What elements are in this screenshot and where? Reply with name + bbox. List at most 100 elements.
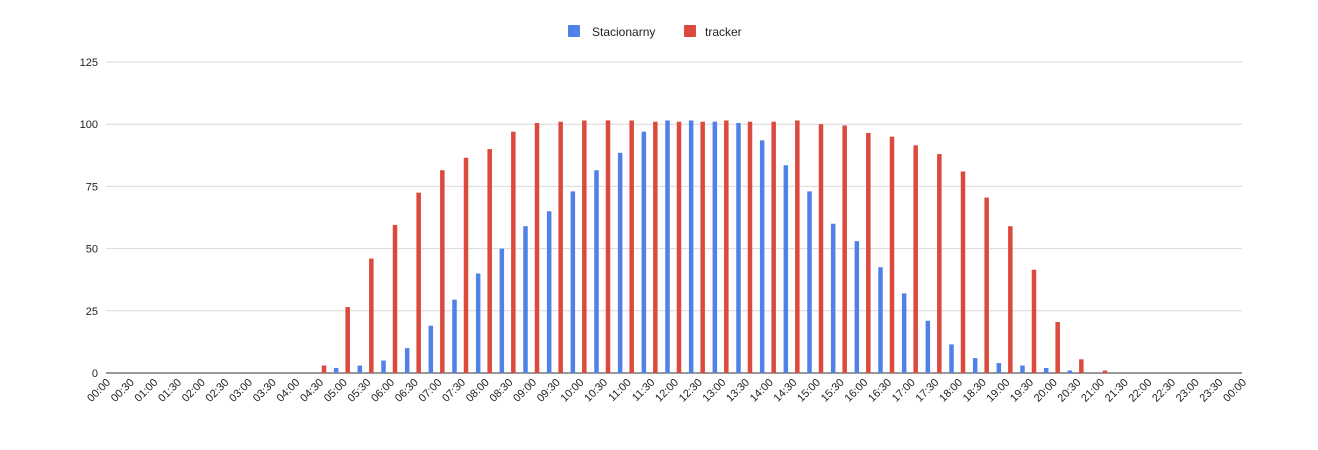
x-tick-label: 01:00 <box>133 377 161 405</box>
bar-stacionarny-16:00 <box>854 241 860 373</box>
bar-tracker-10:00 <box>582 120 587 373</box>
bar-tracker-11:00 <box>629 120 634 373</box>
bar-tracker-15:30 <box>842 125 847 373</box>
x-tick-label: 09:00 <box>511 377 539 405</box>
x-tick-label: 22:00 <box>1127 377 1155 405</box>
x-tick-label: 11:30 <box>630 377 657 404</box>
bar-stacionarny-16:30 <box>878 267 883 373</box>
bar-stacionarny-17:30 <box>925 320 931 373</box>
legend-swatch-tracker <box>684 25 696 37</box>
bar-tracker-09:00 <box>534 122 540 374</box>
bar-stacionarny-06:00 <box>381 360 386 373</box>
bar-tracker-14:30 <box>795 120 800 373</box>
bar-tracker-14:00 <box>771 121 776 373</box>
bar-stacionarny-18:30 <box>972 358 978 373</box>
x-tick-label: 20:30 <box>1056 377 1084 405</box>
x-tick-label: 16:30 <box>866 377 894 405</box>
bar-tracker-04:30 <box>321 365 327 373</box>
y-tick-label: 100 <box>80 119 98 131</box>
bar-stacionarny-07:00 <box>428 325 434 373</box>
bar-tracker-08:30 <box>511 131 516 373</box>
bar-tracker-18:30 <box>984 197 989 373</box>
x-tick-label: 06:30 <box>393 377 421 405</box>
x-tick-label: 04:00 <box>275 377 303 405</box>
bar-tracker-05:30 <box>369 258 374 373</box>
bar-tracker-12:30 <box>700 121 705 373</box>
bar-tracker-12:00 <box>676 121 682 373</box>
bar-tracker-19:30 <box>1031 269 1037 373</box>
bar-stacionarny-17:00 <box>901 293 907 373</box>
bar-stacionarny-10:30 <box>594 170 599 373</box>
x-tick-label: 02:30 <box>204 377 232 405</box>
bar-tracker-09:30 <box>558 121 563 373</box>
x-tick-label: 17:30 <box>914 377 942 405</box>
x-tick-label: 07:00 <box>417 377 445 405</box>
x-tick-label: 17:00 <box>890 377 918 405</box>
bar-stacionarny-08:00 <box>475 273 481 373</box>
legend-label-tracker: tracker <box>705 25 742 39</box>
bar-tracker-05:00 <box>345 307 350 373</box>
bar-tracker-21:00 <box>1102 370 1108 373</box>
x-tick-label: 01:30 <box>156 377 184 405</box>
bar-tracker-10:30 <box>605 120 611 373</box>
bar-tracker-06:30 <box>416 192 421 373</box>
y-tick-label: 125 <box>80 57 98 69</box>
x-tick-label: 00:30 <box>109 377 137 405</box>
bar-stacionarny-15:00 <box>807 191 812 373</box>
y-tick-label: 25 <box>86 306 98 318</box>
bar-stacionarny-08:30 <box>499 248 505 373</box>
bar-stacionarny-19:30 <box>1020 365 1025 373</box>
bar-tracker-16:00 <box>866 132 871 373</box>
x-tick-label: 07:30 <box>440 377 468 405</box>
bar-stacionarny-06:30 <box>404 348 410 373</box>
x-tick-label: 05:30 <box>346 377 374 405</box>
bar-stacionarny-09:00 <box>523 226 528 373</box>
bar-tracker-13:00 <box>724 120 729 373</box>
x-tick-label: 05:00 <box>322 377 350 405</box>
bar-tracker-20:00 <box>1055 321 1060 373</box>
x-tick-label: 02:00 <box>180 377 208 405</box>
y-tick-label: 0 <box>92 368 98 380</box>
y-tick-label: 50 <box>86 244 98 256</box>
x-tick-label: 03:30 <box>251 377 279 405</box>
x-tick-label: 10:30 <box>582 377 610 405</box>
bar-stacionarny-15:30 <box>830 223 836 373</box>
x-tick-label: 06:00 <box>369 377 397 405</box>
x-tick-label: 23:00 <box>1174 377 1202 405</box>
x-axis: 00:00 00:3001:0001:3002:0002:3003:0003:30… <box>85 377 1249 405</box>
x-tick-label: 15:00 <box>795 377 823 405</box>
bar-stacionarny-14:30 <box>783 165 789 373</box>
bar-tracker-06:00 <box>392 224 398 373</box>
x-tick-label: 10:00 <box>559 377 587 405</box>
x-tick-label: 12:30 <box>677 377 705 405</box>
x-tick-label: 20:00 <box>1032 377 1060 405</box>
x-tick-label: 19:30 <box>1008 377 1036 405</box>
bar-tracker-07:30 <box>463 157 469 373</box>
bar-stacionarny-11:00 <box>617 152 623 373</box>
bar-stacionarny-14:00 <box>759 140 765 373</box>
bar-tracker-17:30 <box>937 154 942 373</box>
bar-tracker-13:30 <box>747 121 753 373</box>
bar-stacionarny-20:00 <box>1043 368 1049 373</box>
x-tick-label: 18:00 <box>937 377 965 405</box>
x-tick-label: 11:00 <box>606 377 633 404</box>
legend-label-stacionarny: Stacionarny <box>592 25 655 39</box>
gridlines <box>106 61 1242 374</box>
bar-stacionarny-11:30 <box>641 131 647 373</box>
legend: Stacionarny tracker <box>568 25 742 39</box>
bar-stacionarny-20:30 <box>1067 370 1073 373</box>
bar-tracker-17:00 <box>913 145 918 373</box>
x-tick-label: 15:30 <box>819 377 847 405</box>
x-tick-label: 03:00 <box>227 377 255 405</box>
x-tick-label: 14:30 <box>772 377 800 405</box>
x-tick-label: 09:30 <box>535 377 563 405</box>
x-tick-label: 21:30 <box>1103 377 1131 405</box>
x-tick-label: 19:00 <box>985 377 1013 405</box>
x-tick-label: 00:00 <box>1221 377 1249 405</box>
x-tick-label: 08:00 <box>464 377 492 405</box>
bars <box>321 120 1108 374</box>
bar-stacionarny-18:00 <box>949 344 954 373</box>
bar-tracker-19:00 <box>1008 226 1013 373</box>
